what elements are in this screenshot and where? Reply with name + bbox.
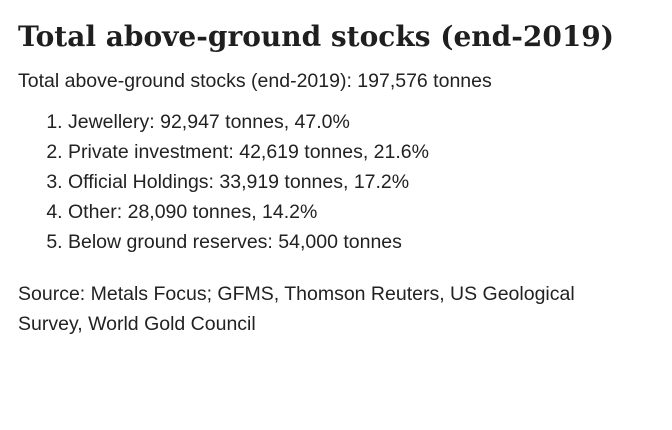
page-title: Total above-ground stocks (end-2019)	[18, 20, 615, 53]
list-item-other: Other: 28,090 tonnes, 14.2%	[68, 197, 658, 227]
list-item-jewellery: Jewellery: 92,947 tonnes, 47.0%	[68, 107, 658, 137]
source-note: Source: Metals Focus; GFMS, Thomson Reut…	[18, 283, 575, 335]
summary-text: Total above-ground stocks (end-2019): 19…	[18, 70, 492, 92]
list-item-official-holdings: Official Holdings: 33,919 tonnes, 17.2%	[68, 167, 658, 197]
article-content: Total above-ground stocks (end-2019) Tot…	[18, 18, 658, 339]
list-item-private-investment: Private investment: 42,619 tonnes, 21.6%	[68, 137, 658, 167]
stocks-list: Jewellery: 92,947 tonnes, 47.0% Private …	[18, 107, 658, 257]
list-item-below-ground-reserves: Below ground reserves: 54,000 tonnes	[68, 227, 658, 257]
